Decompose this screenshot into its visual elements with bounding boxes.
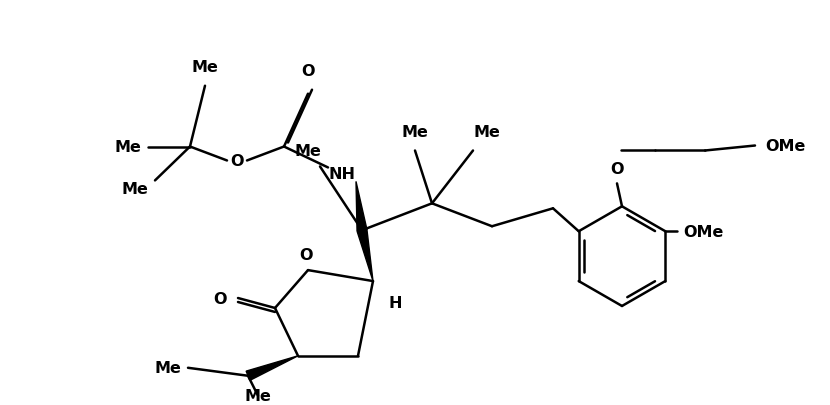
- Text: Me: Me: [474, 125, 500, 140]
- Text: O: O: [610, 162, 624, 177]
- Text: O: O: [230, 153, 244, 168]
- Polygon shape: [357, 230, 373, 281]
- Text: OMe: OMe: [764, 139, 805, 153]
- Text: Me: Me: [192, 60, 218, 75]
- Text: OMe: OMe: [683, 224, 724, 239]
- Text: Me: Me: [295, 144, 321, 159]
- Text: NH: NH: [329, 166, 355, 181]
- Text: O: O: [213, 291, 227, 306]
- Text: Me: Me: [245, 388, 271, 403]
- Text: Me: Me: [402, 125, 428, 140]
- Text: Me: Me: [121, 181, 149, 196]
- Polygon shape: [247, 356, 298, 380]
- Polygon shape: [356, 182, 367, 231]
- Text: Me: Me: [115, 140, 141, 155]
- Text: O: O: [300, 247, 313, 262]
- Text: Me: Me: [154, 360, 182, 375]
- Text: H: H: [388, 296, 402, 311]
- Text: O: O: [301, 64, 315, 79]
